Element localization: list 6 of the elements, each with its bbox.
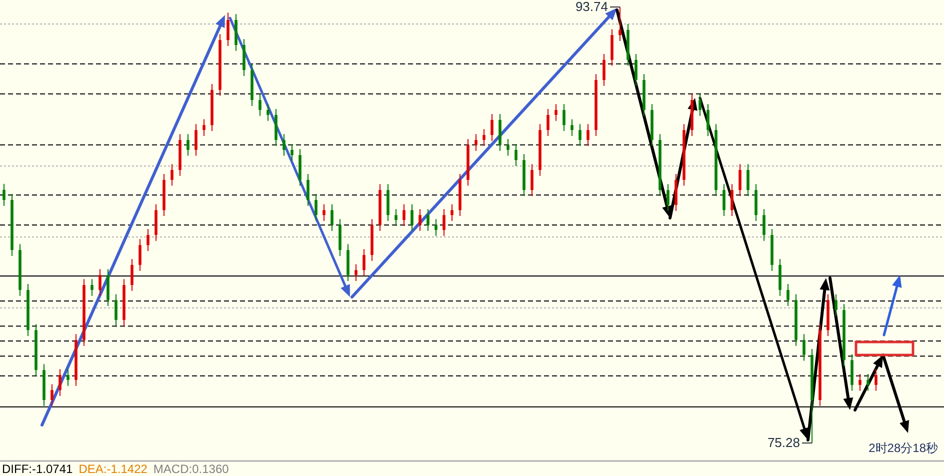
annotation: 93.74: [575, 0, 608, 14]
text: MACD:0.1360: [153, 462, 230, 476]
text: DEA:-1.1422: [78, 462, 148, 476]
text: DIFF:-1.0741: [2, 462, 74, 476]
annotation: 2时28分18秒: [868, 441, 938, 455]
annotation: 75.28: [767, 435, 800, 450]
